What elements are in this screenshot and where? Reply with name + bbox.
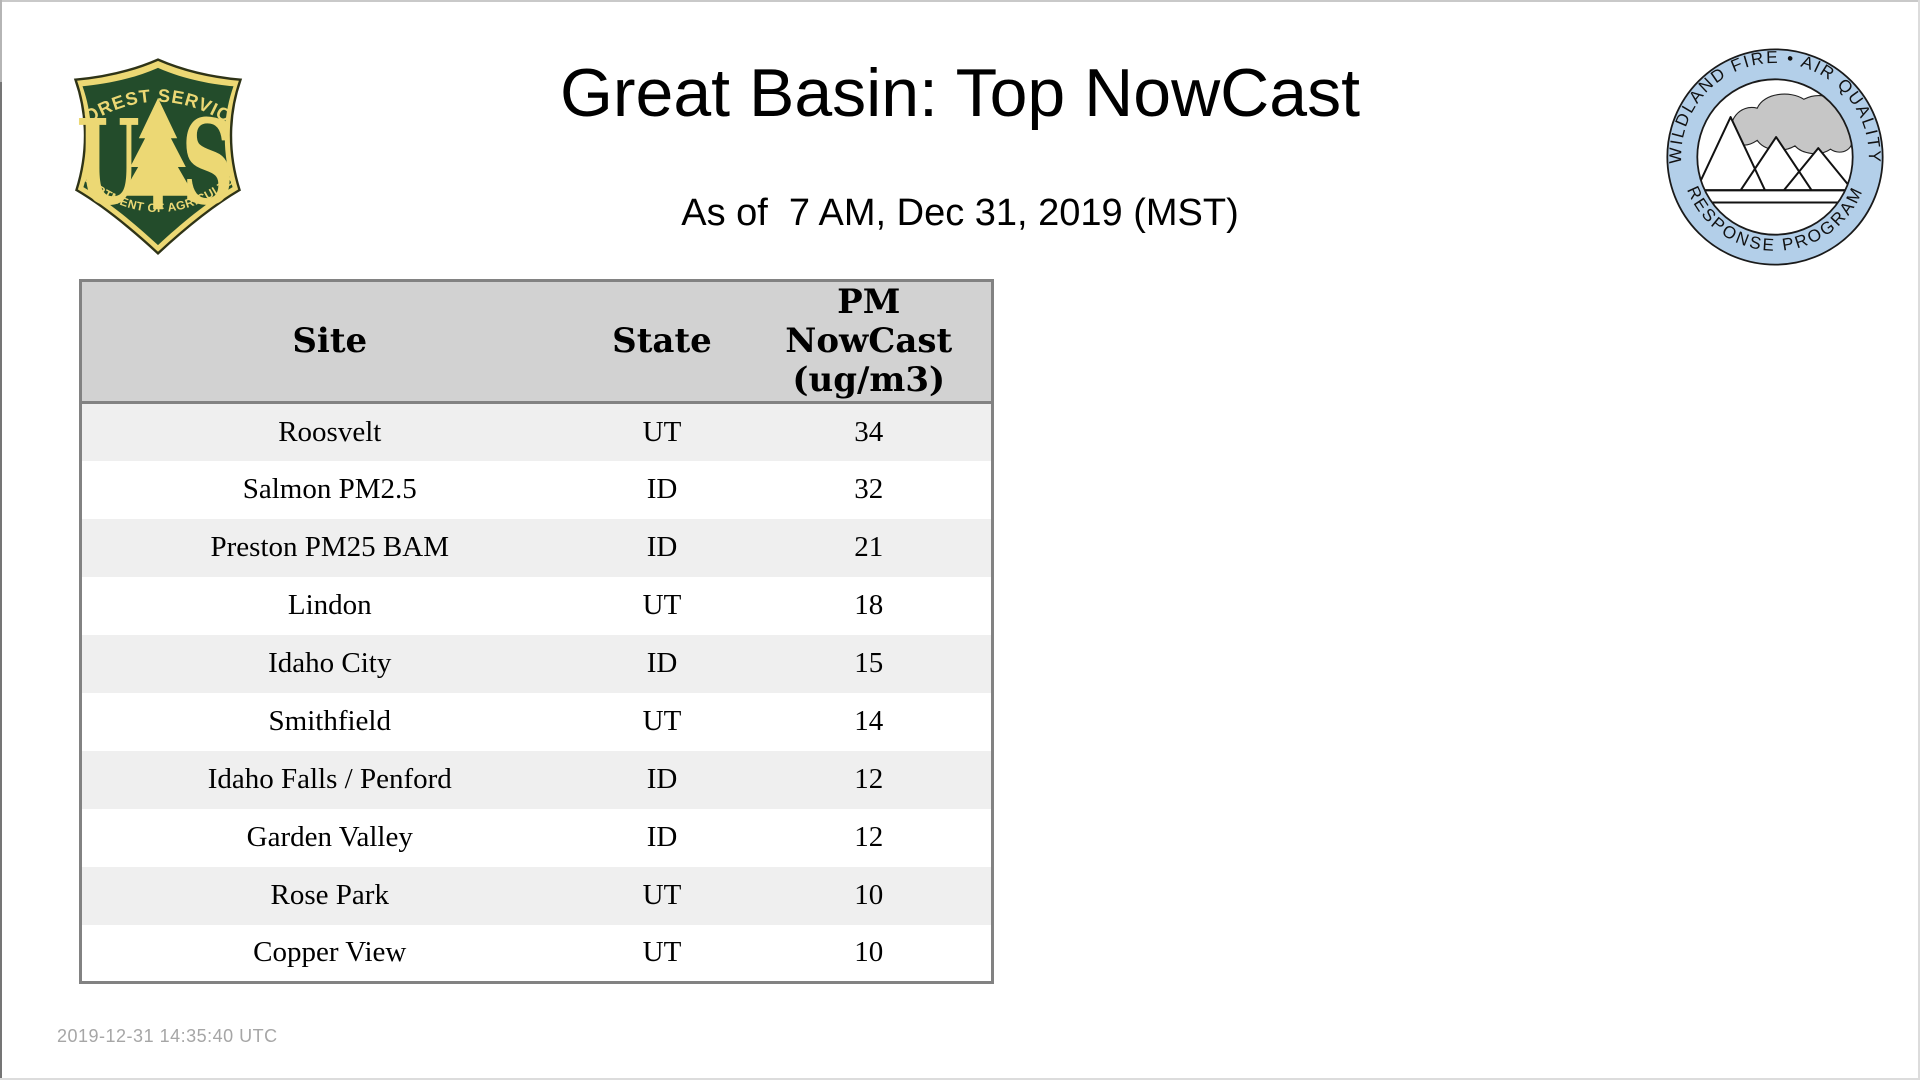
site-cell: Salmon PM2.5	[242, 473, 417, 505]
pm-value-cell: 10	[854, 936, 884, 969]
table-row: Roosvelt UT 34	[80, 402, 993, 461]
pm-value-cell: 12	[854, 821, 884, 853]
site-cell: Idaho Falls / Penford	[207, 763, 452, 795]
col-header-pm-nowcast: PM NowCast (ug/m3)	[746, 280, 993, 404]
ground-lines	[1697, 189, 1853, 204]
window-edge-left-upper	[0, 0, 2, 82]
timestamp: 2019-12-31 14:35:40 UTC	[57, 1026, 278, 1046]
table-row: Idaho Falls / Penford ID 12	[80, 750, 993, 809]
state-cell: ID	[646, 473, 678, 505]
site-cell: Lindon	[287, 589, 372, 621]
state-cell: UT	[642, 415, 682, 448]
state-cell: ID	[646, 821, 678, 853]
window-edge-right	[1918, 0, 1920, 1080]
pm-value-cell: 21	[854, 531, 884, 563]
table-row: Idaho City ID 15	[80, 634, 993, 693]
site-cell: Roosvelt	[278, 415, 382, 448]
site-cell: Smithfield	[268, 705, 391, 737]
site-cell: Idaho City	[268, 647, 392, 679]
col-header-site: Site	[80, 280, 578, 404]
badge-inner-ring-stroke	[1696, 78, 1854, 236]
site-cell: Garden Valley	[246, 821, 413, 853]
nowcast-table: Site State PM NowCast (ug/m3) Roosvelt U…	[79, 279, 994, 984]
site-cell: Copper View	[253, 936, 407, 969]
state-cell: ID	[646, 531, 678, 563]
pm-header-line3: (ug/m3)	[792, 360, 946, 400]
pm-value-cell: 12	[854, 763, 884, 795]
table-header-row: Site State PM NowCast (ug/m3)	[80, 280, 993, 404]
pm-value-cell: 10	[854, 879, 884, 911]
state-cell: UT	[642, 879, 682, 911]
fs-monogram-s: S	[182, 94, 234, 231]
state-cell: ID	[646, 763, 678, 795]
window-edge-top	[0, 0, 1920, 2]
page-title: Great Basin: Top NowCast	[560, 55, 1360, 131]
state-cell: UT	[642, 705, 682, 737]
table-row: Preston PM25 BAM ID 21	[80, 518, 993, 577]
table-row: Smithfield UT 14	[80, 692, 993, 751]
wfaqrp-logo: WILDLAND FIRE • AIR QUALITY RESPONSE PRO…	[1665, 47, 1884, 266]
site-cell: Preston PM25 BAM	[210, 531, 450, 563]
forest-service-logo: FOREST SERVICE U S DEPARTMENT OF AGRICUL…	[62, 50, 243, 255]
window-edge-bottom	[0, 1078, 1920, 1080]
col-header-state: State	[577, 280, 747, 404]
table-row: Rose Park UT 10	[80, 866, 993, 925]
page-subtitle: As of 7 AM, Dec 31, 2019 (MST)	[681, 192, 1239, 234]
site-cell: Rose Park	[270, 879, 389, 911]
table-row: Copper View UT 10	[80, 924, 993, 983]
pine-tree-icon	[121, 97, 195, 210]
window-edge-left-lower	[0, 82, 2, 1080]
pm-value-cell: 14	[854, 705, 884, 737]
table-row: Salmon PM2.5 ID 32	[80, 460, 993, 519]
pm-value-cell: 34	[854, 415, 884, 448]
state-cell: ID	[646, 647, 678, 679]
fs-monogram-u: U	[76, 94, 139, 231]
pm-header-line1: PM	[837, 282, 901, 322]
table-row: Lindon UT 18	[80, 576, 993, 635]
pm-value-cell: 18	[854, 589, 884, 621]
table-row: Garden Valley ID 12	[80, 808, 993, 867]
pm-value-cell: 32	[854, 473, 884, 505]
pm-header-line2: NowCast	[785, 321, 953, 361]
state-cell: UT	[642, 589, 682, 621]
state-cell: UT	[642, 936, 682, 969]
pm-value-cell: 15	[854, 647, 884, 679]
